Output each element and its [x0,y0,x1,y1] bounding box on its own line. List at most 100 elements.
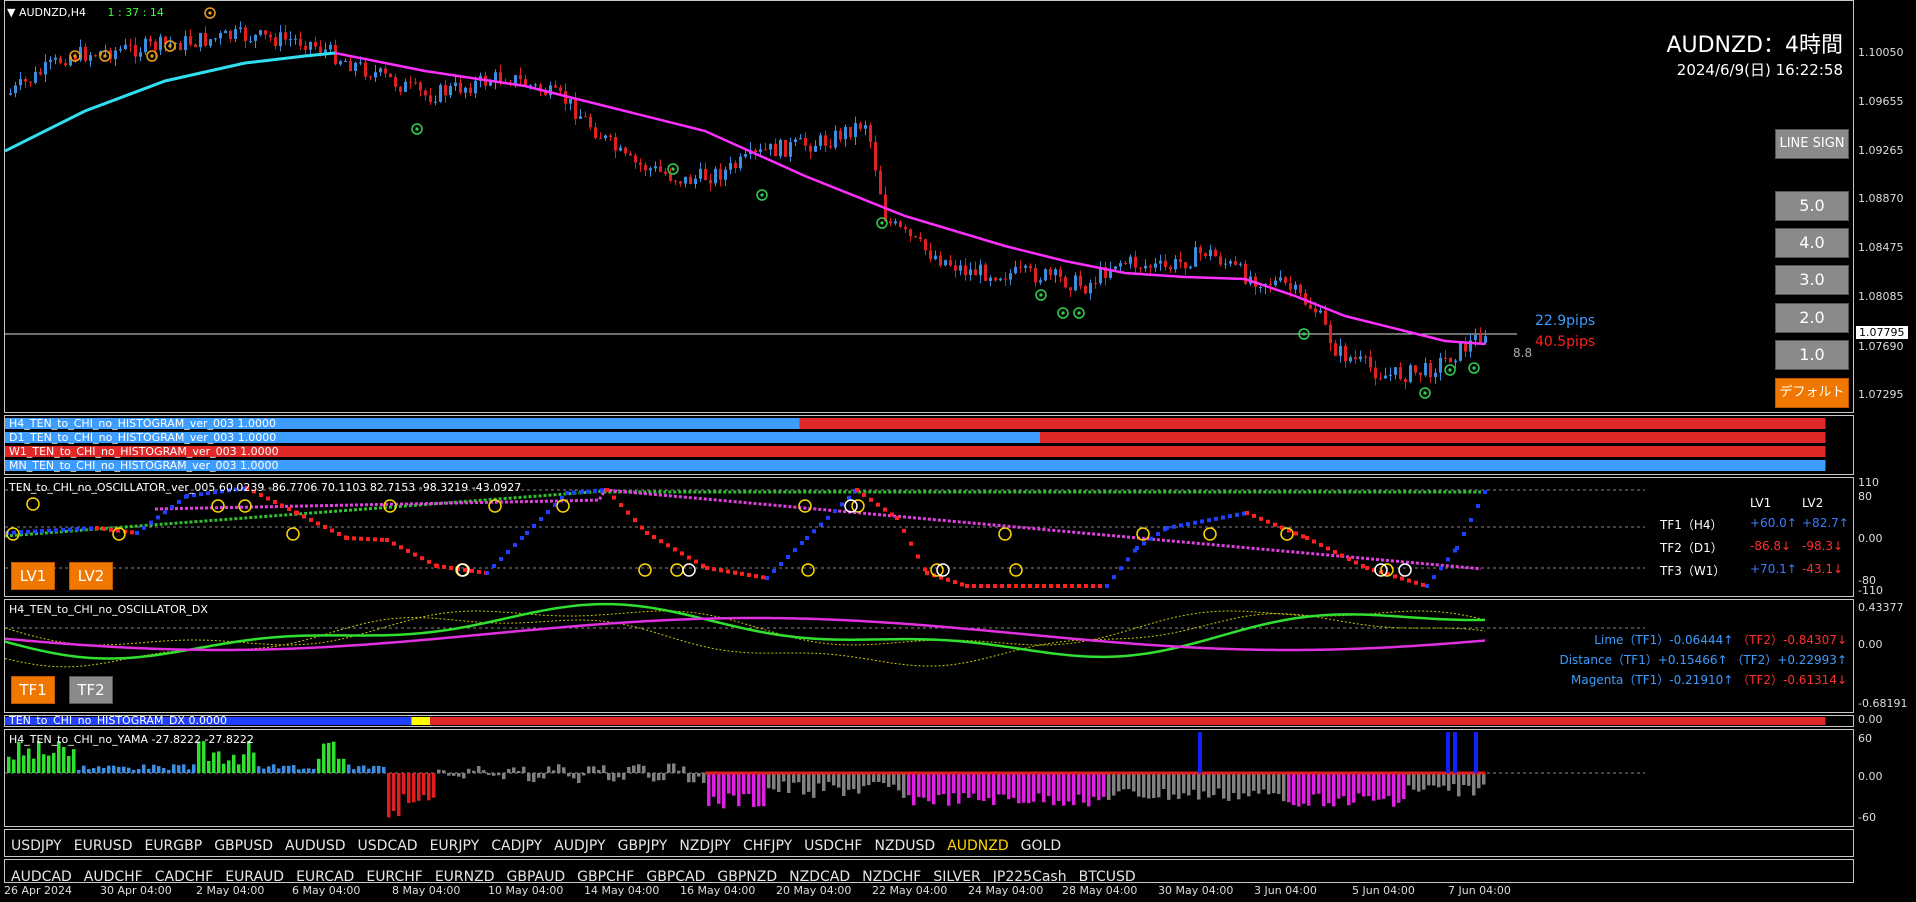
dx-legend-lime: Lime（TF1）-0.06444↑ （TF2）-0.84307↓ [1594,633,1847,647]
symbol-link[interactable]: CHFJPY [742,838,793,854]
yama-title: H4_TEN_to_CHI_no_YAMA -27.8222 -27.8222 [9,733,254,746]
price-chart-pane[interactable]: ▼ AUDNZD,H4 1 : 37 : 14 AUDNZD：4時間 2024/… [4,0,1854,413]
symbol-link[interactable]: EURUSD [73,838,133,854]
osc-tick: 80 [1858,490,1872,503]
chart-header: ▼ AUDNZD,H4 1 : 37 : 14 [7,6,164,19]
symbol-bar-2: AUDCAD AUDCHF CADCHF EURAUD EURCAD EURCHF EURN… [4,859,1854,883]
dx-oscillator-pane[interactable]: H4_TEN_to_CHI_no_OSCILLATOR_DX TF1 TF2 L… [4,599,1854,713]
histogram-d1: D1_TEN_to_CHI_no_HISTOGRAM_ver_003 1.000… [5,431,1853,444]
symbol-link[interactable]: AUDCHF [83,869,143,883]
symbol-link[interactable]: AUDJPY [554,838,606,854]
level-1-button[interactable]: 1.0 [1775,340,1849,370]
symbol-link[interactable]: USDJPY [11,838,62,854]
histogram-dx-scale: 0.00 [1854,713,1916,727]
symbol-link[interactable]: AUDCAD [11,869,72,883]
time-tick: 8 May 04:00 [392,884,461,897]
symbol-link[interactable]: JP225Cash [992,869,1067,883]
symbol-link[interactable]: NZDJPY [679,838,731,854]
histogram-label: MN_TEN_to_CHI_no_HISTOGRAM_ver_003 1.000… [9,459,279,472]
symbol-link[interactable]: EURCHF [366,869,423,883]
histogram-dx-pane: TEN_to_CHI_no_HISTOGRAM_DX 0.0000 [4,715,1854,727]
price-tick: 1.09265 [1858,144,1904,157]
yama-tick: 60 [1858,732,1872,745]
oscillator-pane[interactable]: TEN_to_CHI_no_OSCILLATOR_ver_005 60.0239… [4,477,1854,597]
dx-tick: 0.43377 [1858,601,1904,614]
osc-row: TF3（W1） +70.1↑ -43.1↓ [1660,562,1844,578]
level-5-button[interactable]: 5.0 [1775,191,1849,221]
price-tick: 1.08475 [1858,241,1904,254]
pips-red: 40.5pips [1535,334,1596,350]
symbol-link[interactable]: EURGBP [144,838,203,854]
dx-legend-distance: Distance（TF1）+0.15466↑ （TF2）+0.22993↑ [1559,653,1847,667]
symbol-link[interactable]: GBPCHF [577,869,635,883]
time-tick: 14 May 04:00 [584,884,660,897]
hist-dx-tick: 0.00 [1858,713,1883,726]
level-2-button[interactable]: 2.0 [1775,303,1849,333]
symbol-link[interactable]: GBPAUD [506,869,566,883]
yama-tick: -60 [1858,811,1876,824]
level-3-button[interactable]: 3.0 [1775,265,1849,295]
spread-value: 8.8 [1513,346,1533,360]
line-sign-button[interactable]: LINE SIGN [1775,129,1849,159]
oscillator-scale: 110 80 0.00 -80 -110 [1854,476,1916,597]
symbol-link[interactable]: USDCAD [357,838,418,854]
osc-tick: 110 [1858,476,1879,489]
time-tick: 26 Apr 2024 [4,884,73,897]
current-price-tag: 1.07795 [1856,326,1908,339]
default-button[interactable]: デフォルト [1775,378,1849,408]
symbol-link[interactable]: EURCAD [296,869,355,883]
level-4-button[interactable]: 4.0 [1775,228,1849,258]
price-tick: 1.09655 [1858,95,1904,108]
dropdown-arrow-icon[interactable]: ▼ [7,6,16,19]
time-tick: 6 May 04:00 [292,884,361,897]
histogram-label: W1_TEN_to_CHI_no_HISTOGRAM_ver_003 1.000… [9,445,279,458]
symbol-link[interactable]: NZDCAD [789,869,851,883]
symbol-link[interactable]: NZDUSD [874,838,936,854]
symbol-link[interactable]: EURJPY [429,838,480,854]
time-tick: 3 Jun 04:00 [1254,884,1317,897]
osc-table: LV1 LV2 TF1（H4） +60.0↑ +82.7↑ TF2（D1） -86.8↓ -… [1660,496,1849,579]
lv2-button[interactable]: LV2 [69,562,113,590]
yama-histogram [5,732,1645,818]
histogram-dx-label: TEN_to_CHI_no_HISTOGRAM_DX 0.0000 [9,715,227,727]
symbol-link[interactable]: GBPNZD [717,869,778,883]
symbol-link[interactable]: EURAUD [225,869,285,883]
yama-tick: 0.00 [1858,770,1883,783]
dx-tick: 0.00 [1858,638,1883,651]
symbol-link[interactable]: GBPCAD [646,869,706,883]
oscillator-plot [5,486,1645,588]
price-tick: 1.08085 [1858,290,1904,303]
time-tick: 30 Apr 04:00 [100,884,172,897]
symbol-link[interactable]: CADJPY [491,838,543,854]
yama-pane[interactable]: H4_TEN_to_CHI_no_YAMA -27.8222 -27.8222 [4,729,1854,827]
dx-legend: Lime（TF1）-0.06444↑ （TF2）-0.84307↓ Distan… [1559,630,1847,690]
bar-countdown: 1 : 37 : 14 [107,6,164,19]
symbol-link[interactable]: GOLD [1020,838,1062,854]
histogram-stack-pane: H4_TEN_to_CHI_no_HISTOGRAM_ver_003 1.000… [4,415,1854,475]
big-title: AUDNZD：4時間 [1666,33,1843,58]
symbol-link[interactable]: AUDNZD [947,838,1009,854]
symbol-link[interactable]: AUDUSD [285,838,346,854]
price-scale: 1.10050 1.09655 1.09265 1.08870 1.08475 … [1854,0,1916,413]
time-tick: 22 May 04:00 [872,884,948,897]
osc-row: TF1（H4） +60.0↑ +82.7↑ [1660,516,1849,532]
symbol-link[interactable]: SILVER [933,869,981,883]
price-tick: 1.08870 [1858,192,1904,205]
lv1-button[interactable]: LV1 [11,562,55,590]
candlestick-chart [5,7,1517,399]
tf1-button[interactable]: TF1 [11,676,55,704]
symbol-link[interactable]: GBPUSD [214,838,273,854]
yama-scale: 60 0.00 -60 [1854,729,1916,827]
dx-scale: 0.43377 0.00 -0.68191 [1854,599,1916,713]
symbol-link[interactable]: BTCUSD [1078,869,1136,883]
symbol-link[interactable]: CADCHF [154,869,214,883]
time-tick: 10 May 04:00 [488,884,564,897]
osc-row: TF2（D1） -86.8↓ -98.3↓ [1660,539,1844,555]
tf2-button[interactable]: TF2 [69,676,113,704]
oscillator-title: TEN_to_CHI_no_OSCILLATOR_ver_005 60.0239… [9,481,522,494]
symbol-link[interactable]: GBPJPY [617,838,668,854]
symbol-link[interactable]: USDCHF [804,838,863,854]
symbol-link[interactable]: NZDCHF [862,869,922,883]
price-tick: 1.07295 [1858,388,1904,401]
symbol-link[interactable]: EURNZD [434,869,495,883]
